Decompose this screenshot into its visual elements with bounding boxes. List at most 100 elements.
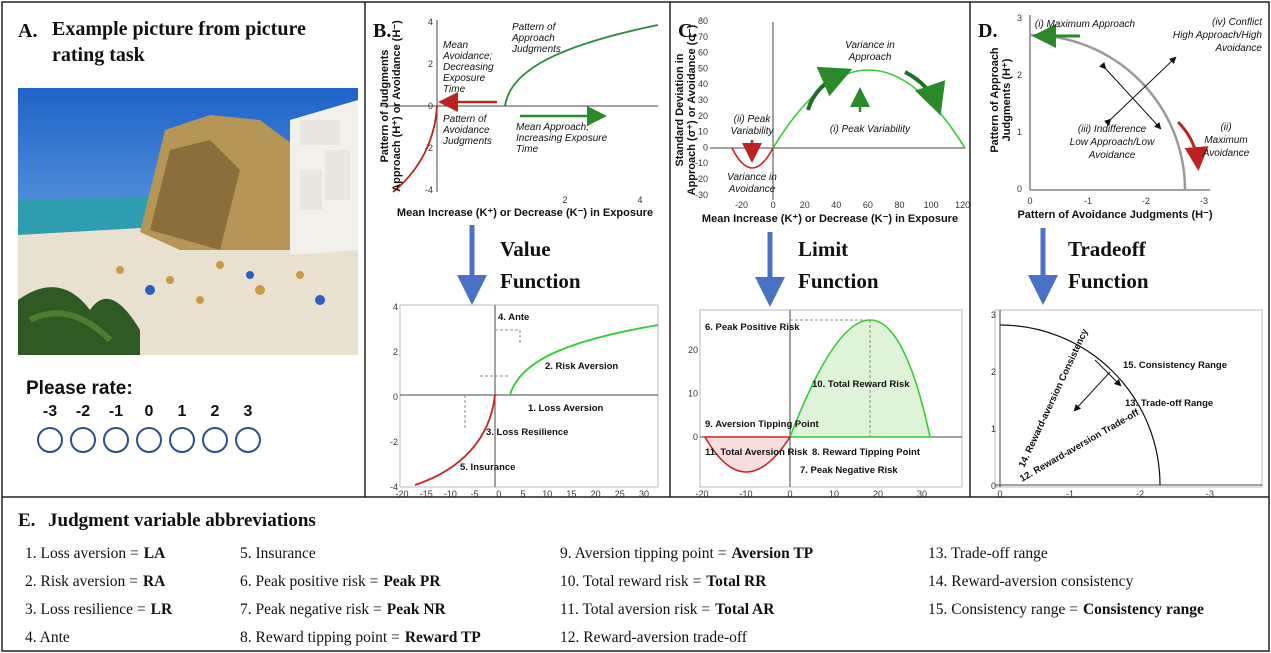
item-abbr: Consistency range [1083,601,1204,618]
annotation: Pattern ofAvoidanceJudgments [442,114,492,147]
y-axis-label: Standard Deviation inApproach (σ⁺) or Av… [674,24,698,195]
x-tick-label: 15 [566,489,576,499]
function-label: TradeoffFunction [1068,237,1149,293]
y-tick-label: 20 [688,345,698,355]
abbreviation-item: 11. Total aversion risk =Total AR [560,601,775,618]
x-tick-label: -10 [739,489,752,499]
x-tick-label: 20 [800,200,810,210]
y-tick-label: -2 [390,437,398,447]
annotation: 15. Consistency Range [1123,360,1227,371]
y-tick-label: 40 [698,79,708,89]
abbreviation-item: 6. Peak positive risk =Peak PR [240,573,441,590]
annotation: 3. Loss Resilience [486,427,568,438]
item-text: 14. Reward-aversion consistency [928,573,1134,590]
y-axis-label-line: Judgments (H⁺) [1001,58,1013,141]
item-text: 11. Total aversion risk = [560,601,710,618]
y-tick-label: 10 [698,127,708,137]
item-abbr: Total RR [706,573,767,590]
annotation: 9. Aversion Tipping Point [705,419,819,430]
y-tick-label: 30 [698,95,708,105]
x-tick-label: 20 [873,489,883,499]
rating-circles [38,428,260,452]
rating-value: 2 [211,403,220,420]
abbreviation-item: 7. Peak negative risk = Peak NR [240,601,447,618]
abbreviation-item: 4. Ante [25,629,70,646]
item-text: 5. Insurance [240,545,316,562]
annotation-line: Variance in [727,172,777,183]
panel-label: E. [18,510,35,531]
annotation: (ii) PeakVariability [731,114,775,137]
item-abbr: Peak PR [383,573,441,590]
y-axis-label: Pattern of ApproachJudgments (H⁺) [989,47,1013,153]
beach-photo [18,88,358,355]
item-abbr: LR [151,601,173,618]
annotation-line: (ii) Peak [734,114,772,125]
y-tick-label: -10 [695,158,708,168]
annotation-line: Approach [511,33,555,44]
annotation: 8. Reward Tipping Point [812,447,921,458]
x-tick-label: 10 [829,489,839,499]
item-text: 15. Consistency range = [928,601,1078,618]
abbreviation-item: 2. Risk aversion =RA [25,573,166,590]
item-text: 9. Aversion tipping point = [560,545,726,562]
y-axis-label: Pattern of JudgmentsApproach (H⁺) or Avo… [379,20,403,192]
annotation-line: Exposure [443,73,486,84]
function-label: ValueFunction [500,237,581,293]
abbreviation-item: 9. Aversion tipping point =Aversion TP [560,545,814,562]
rating-value: -3 [43,403,57,420]
annotation-line: Time [443,84,466,95]
x-axis-label: Mean Increase (K⁺) or Decrease (K⁻) in E… [702,213,958,225]
x-tick-label: 120 [955,200,970,210]
abbreviation-item: 10. Total reward risk =Total RR [560,573,767,590]
x-tick-label: -2 [1136,489,1144,499]
annotation: Variance inAvoidance [727,172,777,195]
item-text: 13. Trade-off range [928,545,1048,562]
annotation-line: Judgments [442,136,492,147]
y-tick-label: 0 [428,101,433,111]
x-tick-label: -10 [444,489,457,499]
y-tick-label: 4 [428,17,433,27]
annotation-line: (i) Peak Variability [830,124,911,135]
x-tick-label: 100 [924,200,939,210]
item-text: 3. Loss resilience = [25,601,146,618]
item-text: 7. Peak negative risk = [240,601,382,618]
y-tick-label: -4 [425,185,433,195]
function-label-line: Function [798,269,879,293]
item-text: 2. Risk aversion = [25,573,138,590]
x-tick-label: -5 [471,489,479,499]
x-tick-label: 2 [562,195,567,205]
y-tick-label: 0 [991,481,996,491]
y-axis-label-line: Pattern of Approach [989,47,1001,153]
panel-label: B. [373,20,391,42]
annotation: 5. Insurance [460,462,515,473]
x-tick-label: 0 [787,489,792,499]
panel-label: D. [978,20,997,42]
annotation: Mean Approach;Increasing ExposureTime [516,122,608,155]
annotation: 1. Loss Aversion [528,403,604,414]
annotation-line: High Approach/High [1173,30,1263,41]
function-label-line: Function [1068,269,1149,293]
annotation: (ii)MaximumAvoidance [1202,122,1250,159]
item-abbr: Peak NR [387,601,447,618]
y-tick-label: 0 [693,432,698,442]
annotation: (i) Peak Variability [830,124,911,135]
x-tick-label: 30 [639,489,649,499]
y-tick-label: 50 [698,63,708,73]
annotation: Variance inApproach [845,40,895,63]
annotation-line: Pattern of [443,114,488,125]
x-tick-label: 4 [637,195,642,205]
annotation-line: Time [516,144,539,155]
x-axis-label: Mean Increase (K⁺) or Decrease (K⁻) in E… [397,207,653,219]
section-title: Judgment variable abbreviations [48,510,316,531]
annotation-line: Judgments [511,44,561,55]
x-tick-label: -20 [735,200,748,210]
abbreviation-item: 5. Insurance [240,545,316,562]
x-tick-label: 20 [591,489,601,499]
x-tick-label: 5 [520,489,525,499]
abbreviation-item: 3. Loss resilience = LR [25,601,173,618]
y-tick-label: 80 [698,16,708,26]
annotation-line: Avoidance [728,184,776,195]
x-tick-label: 0 [496,489,501,499]
x-tick-label: 60 [863,200,873,210]
y-axis-label-line: Approach (σ⁺) or Avoidance (σ⁻) [686,24,698,195]
